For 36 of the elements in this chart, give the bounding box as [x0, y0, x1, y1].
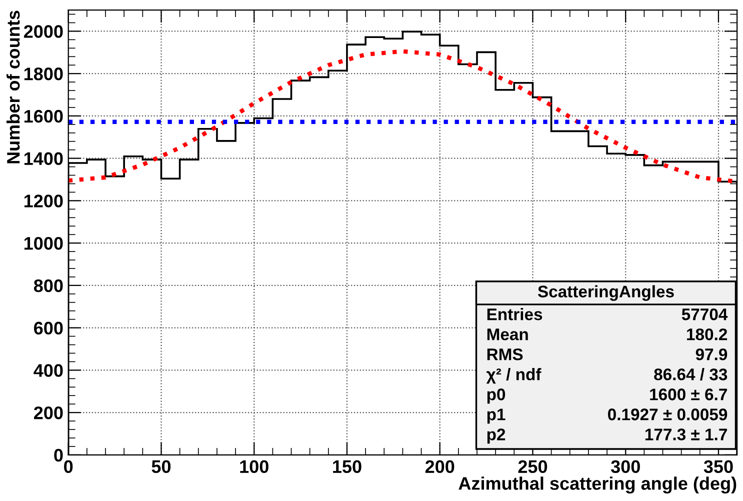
y-tick-label: 1200	[24, 194, 63, 208]
y-axis-title: Number of counts	[6, 10, 20, 164]
annotation: 177.3 ± 1.7	[645, 428, 727, 440]
annotation: χ² / ndf	[486, 368, 542, 384]
annotation: RMS	[487, 348, 523, 360]
annotation: p0	[487, 388, 506, 404]
y-tick-label: 200	[34, 406, 63, 420]
annotation: 0.1927 ± 0.0059	[608, 408, 728, 420]
x-tick-label: 200	[425, 460, 454, 474]
annotation: 97.9	[696, 348, 728, 360]
y-tick-label: 0	[54, 448, 63, 462]
annotation: p1	[487, 408, 506, 424]
annotation: 1600 ± 6.7	[650, 388, 727, 400]
y-tick-label: 600	[34, 322, 63, 335]
x-tick-label: 300	[610, 460, 640, 474]
y-tick-label: 800	[34, 279, 63, 292]
x-tick-label: 50	[152, 460, 171, 474]
x-tick-label: 100	[240, 460, 268, 474]
annotation: 180.2	[687, 328, 728, 340]
y-tick-label: 400	[34, 364, 63, 377]
x-tick-label: 150	[333, 460, 362, 474]
annotation: Mean	[487, 328, 528, 340]
y-tick-label: 1800	[24, 68, 63, 80]
annotation: 57704	[682, 308, 728, 320]
y-tick-label: 1600	[24, 110, 63, 123]
x-tick-label: 350	[704, 460, 733, 474]
annotation: p2	[487, 428, 506, 444]
y-tick-label: 2000	[24, 25, 63, 38]
annotation: 86.64 / 33	[654, 368, 728, 380]
x-axis-title: Azimuthal scattering angle (deg)	[458, 476, 736, 494]
y-tick-label: 1000	[24, 236, 63, 250]
x-tick-label: 250	[518, 460, 548, 474]
y-tick-label: 1400	[24, 152, 63, 166]
annotation: ScatteringAngles	[538, 285, 674, 301]
annotation: Entries	[487, 308, 542, 320]
x-tick-label: 0	[64, 460, 73, 474]
